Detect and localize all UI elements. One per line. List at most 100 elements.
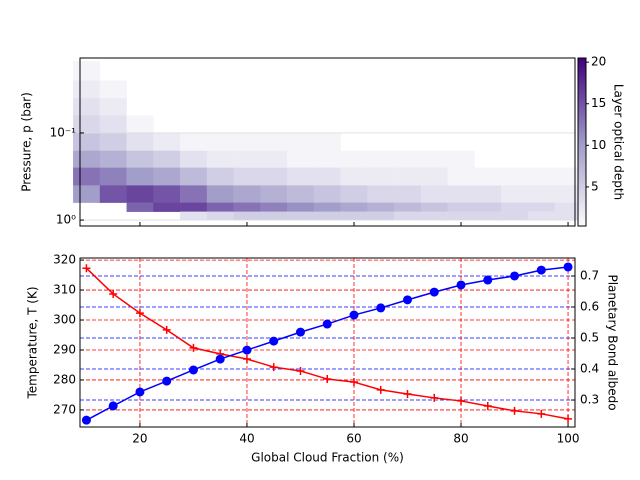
heat-cell <box>260 211 288 221</box>
point <box>162 325 171 334</box>
point <box>536 265 546 275</box>
y2-tick-label: 0.5 <box>580 331 599 345</box>
point <box>349 378 358 387</box>
heat-cell <box>233 185 261 203</box>
heat-cell <box>420 211 448 221</box>
colorbar-segment <box>578 142 586 146</box>
colorbar-segment <box>578 144 586 149</box>
heat-cell <box>153 185 181 203</box>
heat-cell <box>206 167 234 186</box>
colorbar-tick-label: 5 <box>591 179 599 193</box>
point <box>81 415 91 425</box>
y-tick-label: 280 <box>53 372 76 386</box>
heat-cell <box>394 167 422 186</box>
y-axis-label: Temperature, T (K) <box>26 286 40 399</box>
point <box>376 303 386 313</box>
x-tick-label: 100 <box>557 432 580 446</box>
colorbar-segment <box>578 119 586 123</box>
heat-cell <box>233 202 261 212</box>
y-tick-label: 300 <box>53 313 76 327</box>
colorbar-segment <box>578 217 586 221</box>
heat-cell <box>340 211 368 221</box>
point <box>483 402 492 411</box>
y-tick-label: 270 <box>53 402 76 416</box>
heat-cell <box>153 132 181 152</box>
heat-cell <box>501 185 529 203</box>
y-tick-label: 290 <box>53 342 76 356</box>
colorbar-segment <box>578 130 586 135</box>
heat-cell <box>153 167 181 186</box>
heat-cell <box>527 167 555 186</box>
colorbar-tick-label: 15 <box>591 96 606 110</box>
heat-cell <box>420 150 448 168</box>
heat-cell <box>206 202 234 212</box>
colorbar-segment <box>578 161 586 165</box>
heat-cell <box>420 185 448 203</box>
heat-cell <box>206 211 234 221</box>
heat-cell <box>474 211 502 221</box>
heat-cell <box>99 98 127 116</box>
heat-cell <box>126 115 154 134</box>
heat-cell <box>474 185 502 203</box>
y2-tick-label: 0.7 <box>580 268 599 282</box>
heat-cell <box>313 132 341 152</box>
point <box>242 345 252 355</box>
point <box>483 275 493 285</box>
heat-cell <box>73 115 101 134</box>
point <box>109 289 118 298</box>
heat-cell <box>394 211 422 221</box>
series-line <box>85 267 569 420</box>
colorbar-segment <box>578 122 586 126</box>
colorbar-segment <box>578 186 586 191</box>
point <box>564 414 573 423</box>
colorbar-segment <box>578 181 586 185</box>
x-tick-label: 60 <box>346 432 361 446</box>
colorbar-segment <box>578 63 586 67</box>
heat-cell <box>180 211 208 221</box>
colorbar-segment <box>578 136 586 140</box>
heat-cell <box>73 80 101 99</box>
heat-cell <box>367 211 395 221</box>
y-tick-label: 310 <box>53 283 76 297</box>
heat-cell <box>313 167 341 186</box>
point <box>188 365 198 375</box>
heat-cell <box>501 202 529 212</box>
heat-cell <box>394 185 422 203</box>
colorbar-segment <box>578 214 586 219</box>
point <box>457 396 466 405</box>
colorbar-segment <box>578 164 586 168</box>
colorbar-segment <box>578 172 586 177</box>
heat-cell <box>287 150 315 168</box>
heat-cell <box>367 202 395 212</box>
colorbar-segment <box>578 88 586 93</box>
heat-cell <box>340 167 368 186</box>
y2-axis-label: Planetary Bond albedo <box>606 274 620 410</box>
heat-cell <box>126 167 154 186</box>
heat-cell <box>153 202 181 212</box>
colorbar-segment <box>578 83 586 87</box>
heat-cell <box>99 80 127 99</box>
colorbar-segment <box>578 156 586 160</box>
heat-cell <box>99 132 127 152</box>
point <box>295 327 305 337</box>
heat-cell <box>420 202 448 212</box>
colorbar-segment <box>578 91 586 95</box>
heat-cell <box>99 185 127 203</box>
x-tick-label: 80 <box>453 432 468 446</box>
heat-cell <box>447 185 475 203</box>
point <box>510 271 520 281</box>
heat-cell <box>260 167 288 186</box>
colorbar-segment <box>578 158 586 163</box>
x-axis-label: Global Cloud Fraction (%) <box>251 451 404 465</box>
y-tick-label: 10⁻¹ <box>50 125 77 139</box>
heat-cell <box>394 202 422 212</box>
colorbar-segment <box>578 212 586 216</box>
heat-cell <box>233 132 261 152</box>
colorbar-segment <box>578 175 586 179</box>
colorbar-segment <box>578 203 586 207</box>
heat-cell <box>313 202 341 212</box>
heat-cell <box>527 211 555 221</box>
y-tick-label: 320 <box>53 253 76 267</box>
colorbar-label: Layer optical depth <box>612 84 626 200</box>
